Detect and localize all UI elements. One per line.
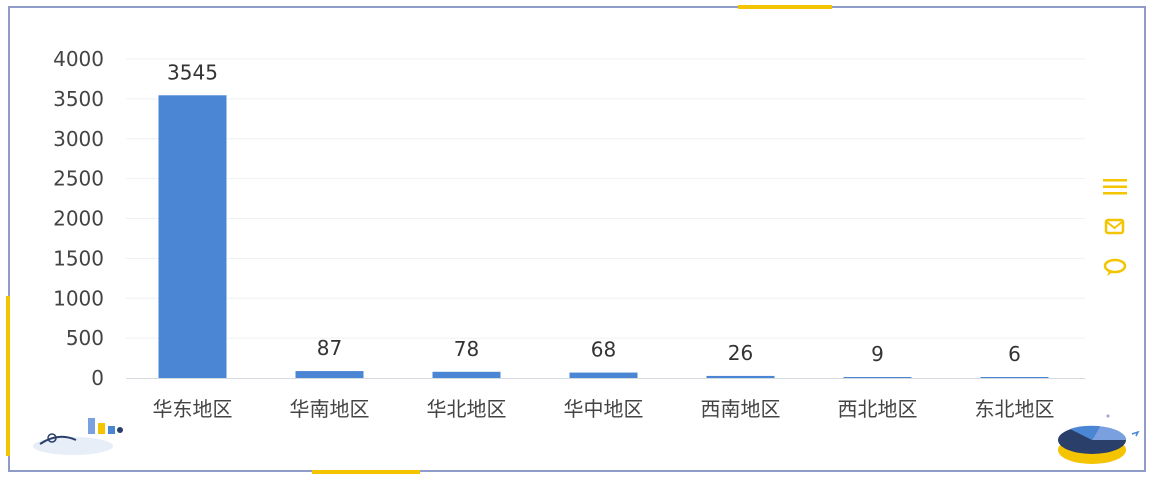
data-labels: 3545 87 78 68 26 9 6 bbox=[167, 60, 1021, 366]
analytics-illustration-icon bbox=[33, 418, 123, 455]
x-tick-label: 华北地区 bbox=[427, 397, 507, 421]
data-label: 9 bbox=[871, 342, 884, 366]
data-label: 68 bbox=[591, 338, 616, 362]
frame-accent-top bbox=[738, 5, 832, 9]
bar bbox=[569, 372, 638, 378]
bar bbox=[432, 371, 501, 378]
bars bbox=[158, 95, 1049, 378]
data-label: 6 bbox=[1008, 342, 1021, 366]
bar bbox=[706, 375, 775, 378]
menu-icon[interactable] bbox=[1102, 178, 1128, 196]
x-tick-label: 西南地区 bbox=[701, 397, 781, 421]
bar bbox=[295, 371, 364, 378]
y-tick-label: 3000 bbox=[53, 127, 104, 151]
y-tick-label: 0 bbox=[91, 366, 104, 390]
data-label: 78 bbox=[454, 337, 479, 361]
y-tick-label: 1500 bbox=[53, 246, 104, 270]
pie-illustration-icon bbox=[1058, 414, 1140, 464]
chat-icon[interactable] bbox=[1102, 258, 1128, 278]
frame-accent-left bbox=[6, 296, 10, 456]
y-tick-label: 4000 bbox=[53, 47, 104, 71]
x-tick-label: 华东地区 bbox=[153, 397, 233, 421]
x-tick-label: 西北地区 bbox=[838, 397, 918, 421]
bar bbox=[158, 95, 227, 378]
data-label: 26 bbox=[728, 341, 753, 365]
axes: 0 500 1000 1500 2000 2500 3000 3500 4000 华东地区 华南地区… bbox=[53, 47, 1085, 421]
data-label: 87 bbox=[317, 336, 342, 360]
x-tick-label: 华中地区 bbox=[564, 397, 644, 421]
y-tick-label: 3500 bbox=[53, 87, 104, 111]
side-toolbar bbox=[1102, 178, 1138, 300]
y-tick-label: 500 bbox=[66, 326, 104, 350]
x-tick-label: 东北地区 bbox=[975, 397, 1055, 421]
y-tick-label: 2000 bbox=[53, 207, 104, 231]
frame-accent-bottom bbox=[312, 470, 420, 474]
bar bbox=[980, 377, 1049, 378]
bar bbox=[843, 377, 912, 378]
x-tick-label: 华南地区 bbox=[290, 397, 370, 421]
data-label: 3545 bbox=[167, 60, 218, 84]
grid-lines bbox=[126, 58, 1085, 339]
y-tick-label: 1000 bbox=[53, 286, 104, 310]
y-tick-label: 2500 bbox=[53, 167, 104, 191]
mail-icon[interactable] bbox=[1102, 218, 1128, 236]
